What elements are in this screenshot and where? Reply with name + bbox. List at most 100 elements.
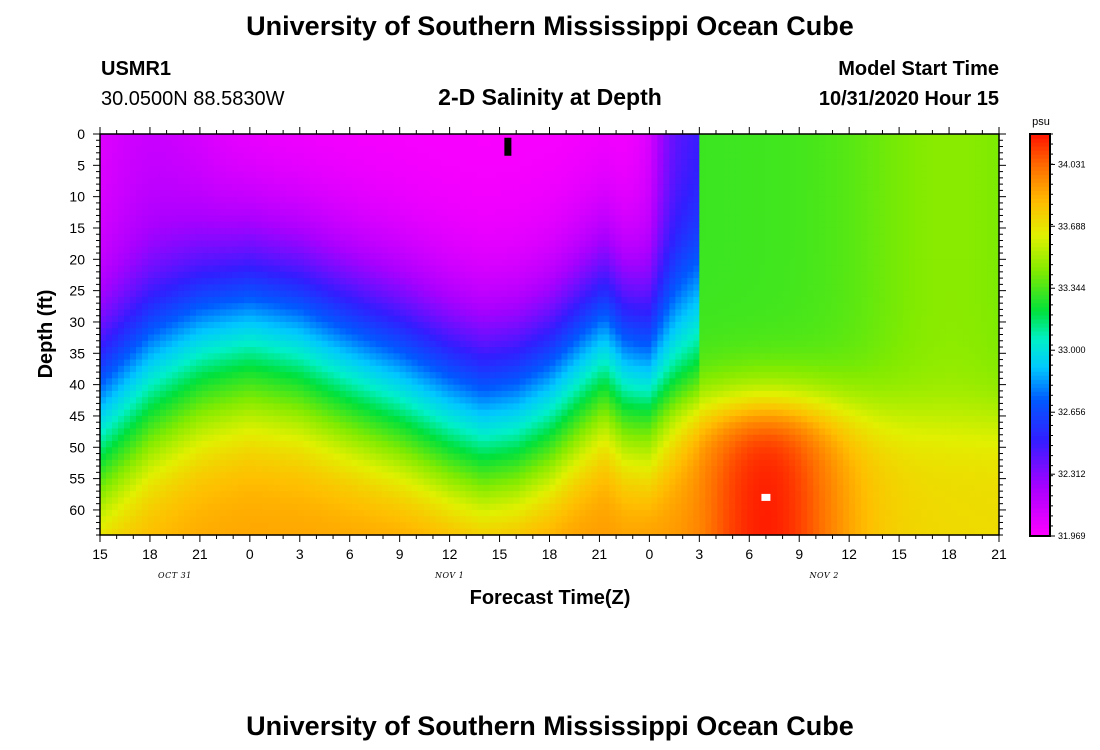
- heatmap-cell: [513, 472, 521, 480]
- heatmap-cell: [273, 152, 281, 160]
- heatmap-cell: [447, 134, 455, 141]
- heatmap-cell: [165, 509, 173, 517]
- heatmap-cell: [381, 215, 389, 223]
- heatmap-cell: [333, 246, 341, 254]
- heatmap-cell: [351, 491, 359, 499]
- heatmap-cell: [291, 441, 299, 448]
- heatmap-cell: [381, 522, 389, 530]
- heatmap-cell: [243, 409, 251, 417]
- heatmap-cell: [135, 359, 143, 367]
- heatmap-cell: [381, 328, 389, 336]
- heatmap-cell: [261, 503, 269, 511]
- heatmap-cell: [441, 428, 449, 436]
- heatmap-cell: [117, 353, 125, 361]
- heatmap-cell: [100, 353, 107, 361]
- heatmap-cell: [369, 146, 377, 154]
- heatmap-cell: [525, 259, 533, 267]
- heatmap-cell: [447, 303, 455, 311]
- heatmap-cell: [231, 315, 239, 323]
- heatmap-cell: [393, 215, 401, 223]
- heatmap-cell: [459, 165, 467, 173]
- heatmap-cell: [297, 253, 305, 260]
- heatmap-cell: [100, 409, 107, 417]
- heatmap-cell: [327, 447, 335, 455]
- heatmap-cell: [483, 491, 491, 499]
- heatmap-cell: [159, 372, 167, 379]
- heatmap-cell: [447, 353, 455, 361]
- heatmap-cell: [189, 522, 197, 530]
- heatmap-cell: [159, 309, 167, 317]
- heatmap-cell: [237, 372, 245, 379]
- heatmap-cell: [333, 347, 341, 354]
- heatmap-cell: [303, 503, 311, 511]
- heatmap-cell: [357, 284, 365, 292]
- heatmap-cell: [315, 353, 323, 361]
- heatmap-cell: [483, 240, 491, 248]
- heatmap-cell: [405, 397, 413, 405]
- heatmap-cell: [273, 303, 281, 311]
- heatmap-cell: [531, 484, 539, 492]
- heatmap-cell: [471, 453, 479, 461]
- heatmap-cell: [333, 328, 341, 336]
- heatmap-cell: [201, 484, 209, 492]
- heatmap-cell: [327, 221, 335, 229]
- heatmap-cell: [471, 265, 479, 273]
- heatmap-cell: [171, 152, 179, 160]
- heatmap-cell: [297, 309, 305, 317]
- heatmap-cell: [453, 253, 461, 260]
- heatmap-cell: [477, 146, 485, 154]
- heatmap-cell: [501, 165, 509, 173]
- heatmap-cell: [201, 215, 209, 223]
- heatmap-cell: [507, 190, 515, 198]
- heatmap-cell: [285, 234, 293, 242]
- heatmap-cell: [561, 328, 569, 336]
- heatmap-cell: [255, 390, 263, 398]
- heatmap-cell: [531, 259, 539, 267]
- heatmap-cell: [447, 428, 455, 436]
- heatmap-cell: [357, 478, 365, 486]
- heatmap-cell: [147, 202, 155, 210]
- heatmap-cell: [507, 246, 515, 254]
- heatmap-cell: [219, 484, 227, 492]
- heatmap-cell: [471, 253, 479, 260]
- heatmap-cell: [381, 384, 389, 392]
- heatmap-cell: [129, 359, 137, 367]
- heatmap-cell: [237, 196, 245, 204]
- heatmap-cell: [267, 309, 275, 317]
- heatmap-cell: [231, 202, 239, 210]
- heatmap-cell: [387, 384, 395, 392]
- heatmap-cell: [381, 497, 389, 505]
- heatmap-cell: [141, 491, 149, 499]
- heatmap-cell: [441, 202, 449, 210]
- heatmap-cell: [153, 447, 161, 455]
- heatmap-cell: [189, 415, 197, 423]
- heatmap-cell: [417, 466, 425, 473]
- heatmap-cell: [513, 466, 521, 473]
- heatmap-cell: [513, 347, 521, 354]
- heatmap-cell: [537, 409, 545, 417]
- heatmap-cell: [459, 509, 467, 517]
- heatmap-cell: [219, 409, 227, 417]
- heatmap-cell: [507, 403, 515, 411]
- heatmap-cell: [471, 365, 479, 373]
- heatmap-cell: [375, 165, 383, 173]
- heatmap-cell: [291, 509, 299, 517]
- heatmap-cell: [477, 397, 485, 405]
- heatmap-cell: [435, 390, 443, 398]
- heatmap-cell: [537, 503, 545, 511]
- heatmap-cell: [561, 459, 569, 467]
- heatmap-cell: [327, 246, 335, 254]
- heatmap-cell: [483, 209, 491, 217]
- heatmap-cell: [387, 328, 395, 336]
- heatmap-cell: [495, 453, 503, 461]
- heatmap-cell: [393, 384, 401, 392]
- heatmap-cell: [405, 491, 413, 499]
- heatmap-cell: [363, 365, 371, 373]
- heatmap-cell: [237, 284, 245, 292]
- heatmap-cell: [561, 234, 569, 242]
- heatmap-cell: [237, 177, 245, 185]
- heatmap-cell: [555, 246, 563, 254]
- heatmap-cell: [129, 340, 137, 348]
- heatmap-cell: [453, 271, 461, 279]
- heatmap-cell: [327, 497, 335, 505]
